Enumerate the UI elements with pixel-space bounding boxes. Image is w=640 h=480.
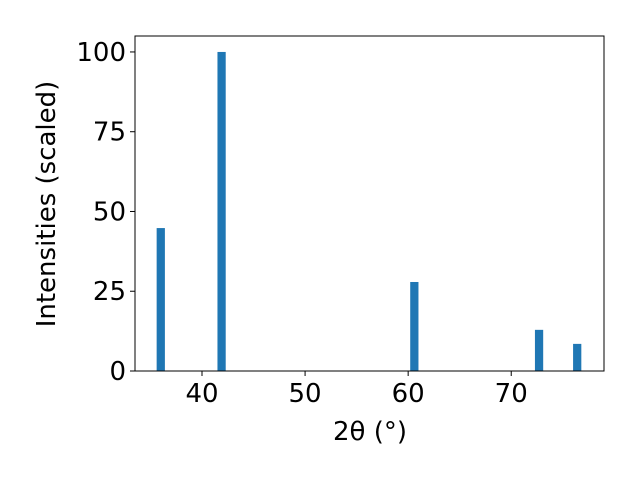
plot-frame [134, 35, 605, 372]
bar [410, 281, 419, 371]
x-tick-label: 50 [289, 379, 322, 409]
bar [534, 329, 544, 371]
y-tick-label: 0 [109, 357, 126, 387]
y-tick-label: 75 [93, 118, 126, 148]
bar [156, 228, 165, 371]
bar [573, 343, 582, 371]
y-tick-label: 50 [93, 197, 126, 227]
x-tick-label: 60 [392, 379, 425, 409]
y-tick-label: 25 [93, 277, 126, 307]
x-tick-label: 40 [185, 379, 218, 409]
y-tick-label: 100 [76, 38, 126, 68]
y-axis-label: Intensities (scaled) [32, 81, 62, 328]
x-tick-label: 70 [495, 379, 528, 409]
x-axis-label: 2θ (°) [333, 417, 407, 447]
bar [217, 51, 226, 371]
